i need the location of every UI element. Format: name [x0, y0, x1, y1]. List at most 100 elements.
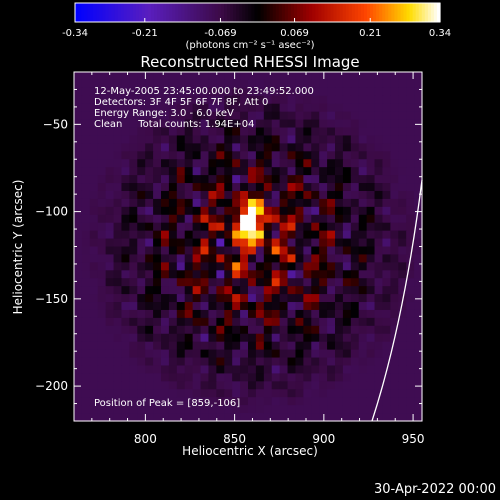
heatmap-cell	[311, 206, 320, 216]
heatmap-cell	[113, 397, 123, 406]
heatmap-cell	[129, 254, 138, 263]
heatmap-cell	[366, 302, 376, 311]
heatmap-cell	[81, 262, 91, 271]
heatmap-cell	[271, 159, 281, 168]
heatmap-cell	[200, 238, 210, 248]
heatmap-cell	[335, 238, 344, 248]
heatmap-cell	[271, 79, 281, 89]
heatmap-cell	[184, 381, 194, 390]
heatmap-cell	[327, 294, 336, 303]
heatmap-cell	[311, 341, 320, 351]
heatmap-cell	[382, 317, 391, 327]
heatmap-cell	[390, 294, 399, 303]
heatmap-cell	[398, 230, 407, 240]
heatmap-cell	[113, 135, 123, 144]
heatmap-cell	[129, 278, 138, 287]
colorbar-cell	[208, 3, 213, 22]
heatmap-cell	[105, 349, 115, 359]
heatmap-cell	[263, 357, 273, 367]
heatmap-cell	[192, 397, 202, 406]
heatmap-cell	[406, 302, 415, 311]
heatmap-cell	[184, 365, 194, 375]
heatmap-cell	[287, 254, 297, 263]
heatmap-cell	[406, 238, 415, 248]
heatmap-cell	[327, 246, 336, 256]
heatmap-cell	[145, 405, 154, 414]
heatmap-cell	[89, 79, 99, 89]
heatmap-cell	[105, 389, 115, 398]
heatmap-cell	[200, 230, 210, 240]
heatmap-cell	[255, 111, 265, 121]
heatmap-cell	[287, 341, 297, 351]
heatmap-cell	[74, 198, 83, 208]
heatmap-cell	[382, 302, 391, 311]
colorbar-cell	[385, 3, 389, 22]
heatmap-cell	[97, 246, 107, 256]
heatmap-cell	[129, 159, 138, 168]
heatmap-cell	[350, 278, 360, 287]
heatmap-cell	[271, 373, 281, 382]
heatmap-cell	[137, 222, 146, 232]
heatmap-cell	[105, 72, 115, 81]
colorbar-cell	[157, 3, 161, 22]
heatmap-cell	[342, 238, 352, 248]
heatmap-cell	[327, 151, 336, 160]
heatmap-cell	[374, 246, 384, 256]
colorbar-cell	[367, 3, 371, 22]
heatmap-cell	[350, 95, 360, 105]
heatmap-cell	[398, 357, 407, 367]
heatmap-cell	[406, 286, 415, 295]
heatmap-cell	[271, 381, 281, 390]
heatmap-cell	[303, 405, 312, 414]
heatmap-cell	[311, 349, 320, 359]
heatmap-cell	[232, 159, 241, 168]
heatmap-cell	[200, 302, 210, 311]
heatmap-cell	[89, 405, 99, 414]
heatmap-cell	[271, 222, 281, 232]
heatmap-cell	[414, 254, 423, 263]
heatmap-cell	[121, 79, 130, 89]
heatmap-cell	[153, 357, 162, 367]
heatmap-cell	[414, 262, 423, 271]
heatmap-cell	[200, 111, 210, 121]
heatmap-cell	[192, 270, 202, 279]
heatmap-cell	[89, 119, 99, 129]
heatmap-cell	[240, 254, 249, 263]
heatmap-cell	[263, 294, 273, 303]
heatmap-cell	[145, 309, 154, 319]
heatmap-cell	[153, 286, 162, 295]
heatmap-cell	[366, 183, 376, 192]
heatmap-cell	[414, 111, 423, 121]
heatmap-cell	[145, 246, 154, 256]
heatmap-cell	[390, 190, 399, 200]
heatmap-cell	[184, 111, 194, 121]
heatmap-cell	[366, 333, 376, 343]
colorbar-cell	[333, 3, 338, 22]
heatmap-cell	[398, 405, 407, 414]
heatmap-cell	[121, 87, 130, 97]
colorbar-unit-label: (photons cm⁻² s⁻¹ asec⁻²)	[185, 40, 315, 51]
heatmap-cell	[74, 246, 83, 256]
heatmap-cell	[74, 357, 83, 367]
heatmap-cell	[398, 317, 407, 327]
heatmap-cell	[89, 135, 99, 144]
colorbar-cell	[281, 3, 286, 22]
heatmap-cell	[224, 230, 233, 240]
heatmap-cell	[327, 183, 336, 192]
heatmap-cell	[398, 262, 407, 271]
heatmap-cell	[192, 357, 202, 367]
heatmap-cell	[74, 254, 83, 263]
heatmap-cell	[319, 278, 328, 287]
heatmap-cell	[184, 325, 194, 335]
heatmap-cell	[161, 341, 170, 351]
heatmap-cell	[342, 135, 352, 144]
heatmap-cell	[311, 87, 320, 97]
heatmap-cell	[248, 111, 257, 121]
heatmap-cell	[200, 159, 210, 168]
heatmap-cell	[287, 270, 297, 279]
heatmap-cell	[398, 79, 407, 89]
heatmap-cell	[287, 151, 297, 160]
heatmap-cell	[161, 175, 170, 184]
heatmap-cell	[200, 270, 210, 279]
heatmap-cell	[390, 413, 399, 422]
